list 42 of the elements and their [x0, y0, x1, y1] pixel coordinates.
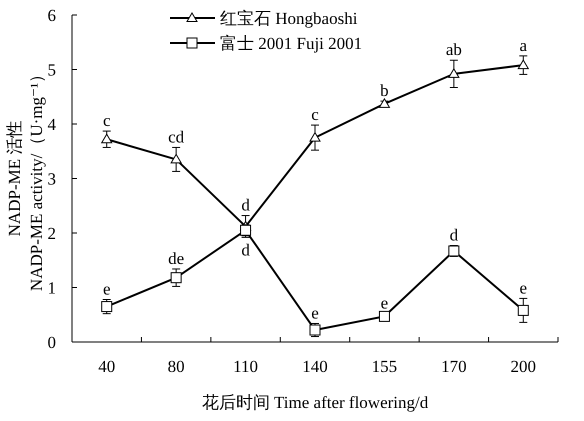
annotation: e [520, 278, 528, 298]
y-tick-label: 6 [48, 6, 56, 25]
x-tick-label: 110 [233, 357, 258, 376]
point [378, 310, 390, 322]
annotation: d [241, 240, 250, 260]
point [101, 301, 112, 312]
x-tick-label: 140 [302, 357, 328, 376]
x-tick-label: 170 [441, 357, 467, 376]
point [378, 98, 390, 108]
legend-label: 富士 2001 Fuji 2001 [220, 34, 362, 53]
annotation: e [380, 294, 388, 313]
legend-label: 红宝石 Hongbaoshi [220, 8, 358, 28]
annotation: d [241, 196, 250, 215]
annotation: ab [446, 40, 462, 60]
annotation: a [520, 36, 528, 55]
y-tick-label: 0 [48, 332, 56, 352]
point [101, 134, 112, 144]
y-axis-title: NADP-ME 活性 NADP-ME activity/（U·mg⁻¹） [5, 66, 46, 292]
y-tick-label: 2 [48, 224, 56, 243]
point [448, 68, 460, 78]
y-tick-label: 3 [48, 169, 56, 188]
annotation: d [450, 225, 459, 244]
point [518, 304, 529, 316]
point [170, 272, 182, 284]
point [310, 132, 320, 142]
annotation: cd [168, 127, 185, 146]
annotation: b [380, 81, 389, 100]
y-tick-label: 1 [48, 278, 56, 298]
y-tick-label: 4 [48, 114, 56, 134]
annotation: e [102, 279, 110, 298]
point [170, 154, 182, 164]
annotation: c [311, 105, 320, 124]
x-tick-label: 40 [98, 357, 116, 376]
annotation: e [311, 303, 319, 322]
x-tick-label: 200 [510, 357, 536, 376]
point [518, 60, 529, 70]
annotation: de [168, 248, 184, 268]
y-tick-label: 5 [48, 60, 56, 80]
x-tick-label: 155 [372, 357, 398, 376]
x-axis-title: 花后时间 Time after flowering/d [202, 393, 429, 412]
annotation: c [102, 111, 111, 130]
x-tick-label: 80 [168, 357, 185, 376]
